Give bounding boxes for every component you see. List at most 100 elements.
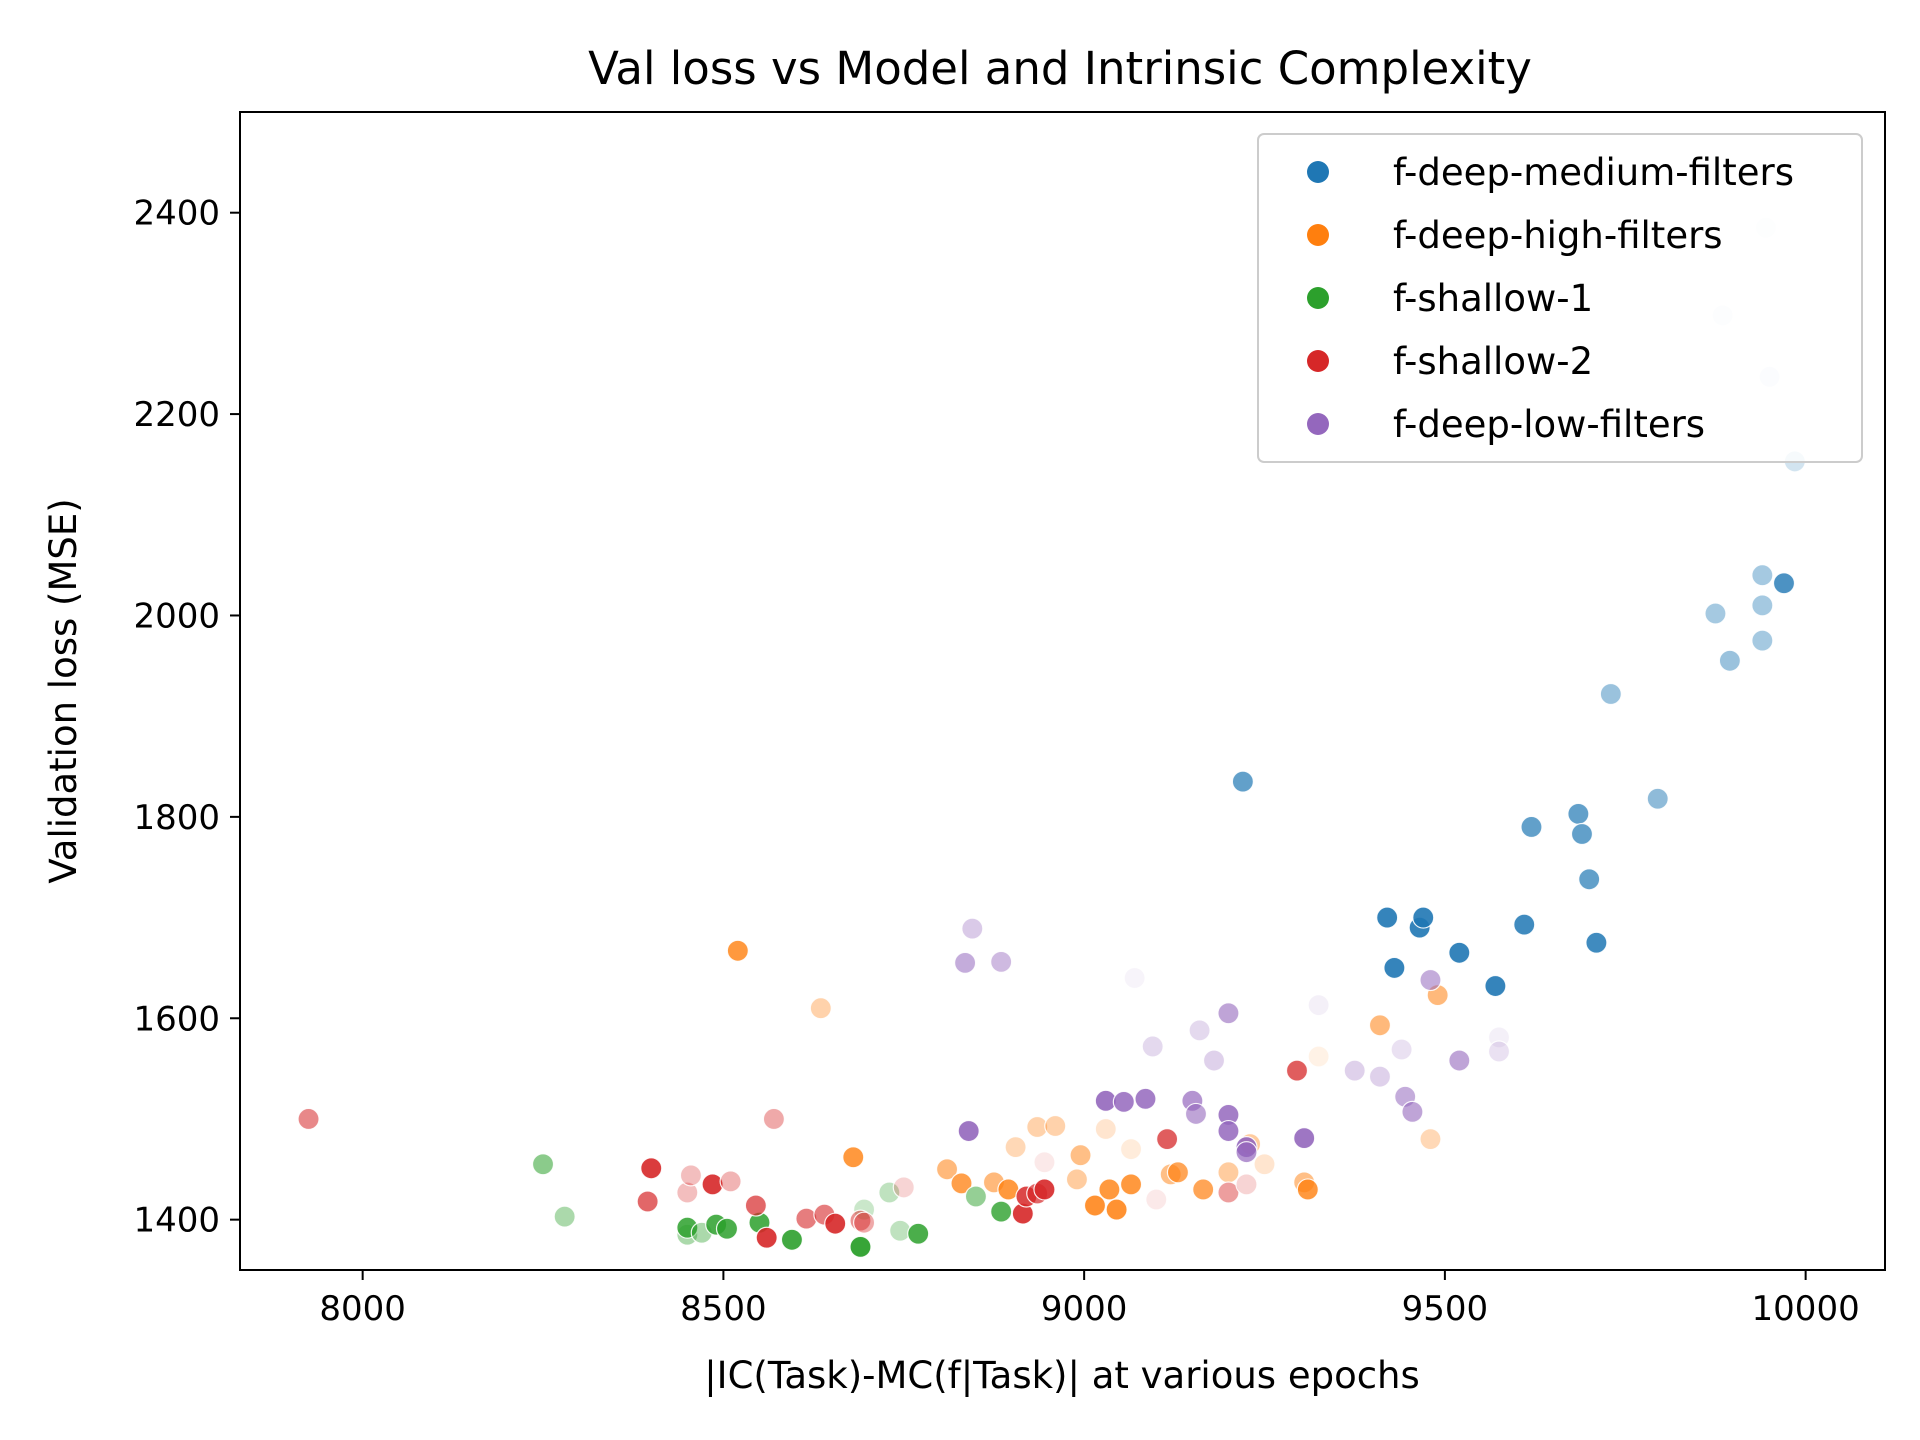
legend-marker: [1307, 224, 1329, 246]
scatter-point: [636, 1190, 659, 1213]
legend-marker: [1307, 161, 1329, 183]
scatter-point: [842, 1146, 865, 1169]
x-tick-label: 10000: [1752, 1289, 1860, 1329]
scatter-point: [1231, 770, 1254, 793]
scatter-point: [849, 1209, 872, 1232]
scatter-point: [1141, 1035, 1164, 1058]
plot-area-frame: [239, 111, 1886, 1271]
legend-label: f-deep-medium-filters: [1393, 151, 1794, 194]
scatter-point: [1383, 956, 1406, 980]
legend-marker: [1307, 413, 1329, 435]
scatter-point: [1192, 1178, 1215, 1201]
y-tick-label: 2200: [133, 395, 220, 435]
scatter-point: [640, 1157, 663, 1180]
y-axis-label: Validation loss (MSE): [42, 498, 85, 883]
scatter-point: [1751, 564, 1774, 587]
scatter-point: [1487, 1040, 1511, 1063]
scatter-point: [1718, 649, 1741, 672]
scatter-point: [1112, 1090, 1135, 1113]
x-tick-label: 9000: [1041, 1289, 1128, 1329]
scatter-point: [1083, 1194, 1107, 1217]
scatter-point: [553, 1205, 576, 1228]
chart-title: Val loss vs Model and Intrinsic Complexi…: [588, 42, 1532, 95]
scatter-point: [1156, 1127, 1179, 1151]
scatter-point: [1069, 1144, 1092, 1167]
scatter-point: [1520, 815, 1543, 839]
scatter-point: [1217, 1002, 1240, 1025]
scatter-point: [809, 997, 832, 1020]
scatter-point: [957, 1119, 980, 1143]
scatter-point: [1513, 913, 1536, 936]
scatter-point: [852, 1211, 876, 1234]
scatter-point: [1123, 966, 1146, 990]
scatter-point: [1419, 1127, 1442, 1151]
scatter-point: [1307, 1045, 1330, 1068]
scatter-point: [780, 1228, 804, 1251]
scatter-point: [1772, 572, 1796, 595]
scatter-point: [1026, 1115, 1049, 1139]
scatter-point: [795, 1207, 818, 1230]
scatter-point: [1390, 1038, 1413, 1061]
scatter-point: [990, 950, 1013, 973]
scatter-point: [824, 1212, 847, 1235]
scatter-point: [1145, 1188, 1168, 1211]
y-tick-label: 2400: [133, 194, 220, 234]
scatter-point: [1033, 1151, 1056, 1174]
scatter-point: [1098, 1178, 1121, 1201]
x-axis-label: |IC(Task)-MC(f|Task)| at various epochs: [704, 1354, 1420, 1397]
scatter-point: [1570, 822, 1594, 846]
scatter-point: [1296, 1178, 1319, 1201]
scatter-point: [1293, 1126, 1316, 1150]
scatter-point: [1285, 1059, 1309, 1082]
scatter-point: [726, 939, 749, 962]
series-f-shallow-2: [297, 1059, 1309, 1249]
scatter-point: [1368, 1065, 1392, 1088]
scatter-point: [907, 1222, 930, 1245]
legend-box: [1257, 133, 1863, 463]
x-tick-label: 8500: [680, 1289, 767, 1329]
scatter-point: [1217, 1161, 1240, 1184]
scatter-point: [676, 1181, 699, 1204]
legend-label: f-deep-low-filters: [1393, 403, 1705, 446]
scatter-point: [1235, 1173, 1258, 1196]
scatter-point: [878, 1181, 901, 1204]
scatter-point: [1044, 1114, 1067, 1138]
scatter-point: [715, 1217, 739, 1240]
scatter-point: [1484, 974, 1507, 998]
scatter-point: [1105, 1198, 1128, 1221]
scatter-point: [889, 1219, 912, 1242]
scatter-point: [1751, 594, 1774, 617]
scatter-point: [935, 1158, 959, 1181]
points-layer: [297, 216, 1806, 1258]
legend-items: f-deep-medium-filters f-deep-high-filters…: [1307, 151, 1794, 446]
y-tick-label: 2000: [133, 596, 220, 636]
scatter-point: [950, 1172, 973, 1195]
scatter-point: [1751, 629, 1774, 652]
scatter-point: [531, 1153, 555, 1176]
scatter-point: [1065, 1168, 1089, 1191]
scatter-point: [719, 1170, 742, 1193]
scatter-point: [1217, 1119, 1240, 1143]
scatter-point: [1401, 1100, 1424, 1124]
scatter-point: [1094, 1117, 1117, 1141]
scatter-point: [1599, 682, 1622, 706]
y-axis-ticks: 1400 1600 1800 2000 2200 2400: [133, 194, 240, 1241]
scatter-point: [1166, 1161, 1190, 1184]
scatter-point: [1376, 906, 1399, 929]
scatter-point: [1119, 1138, 1143, 1161]
scatter-point: [701, 1173, 724, 1196]
scatter-point: [1448, 1049, 1471, 1072]
legend-marker: [1307, 287, 1329, 309]
scatter-point: [892, 1176, 915, 1199]
scatter-point: [762, 1107, 786, 1131]
legend-label: f-deep-high-filters: [1393, 214, 1723, 257]
scatter-point: [1253, 1153, 1276, 1176]
scatter-point: [297, 1107, 320, 1131]
scatter-point: [676, 1216, 699, 1239]
scatter-point: [1134, 1087, 1157, 1110]
scatter-point: [1448, 941, 1471, 964]
series-f-deep-high-filters: [726, 939, 1449, 1221]
scatter-point: [961, 917, 984, 940]
scatter-point: [1567, 802, 1590, 825]
